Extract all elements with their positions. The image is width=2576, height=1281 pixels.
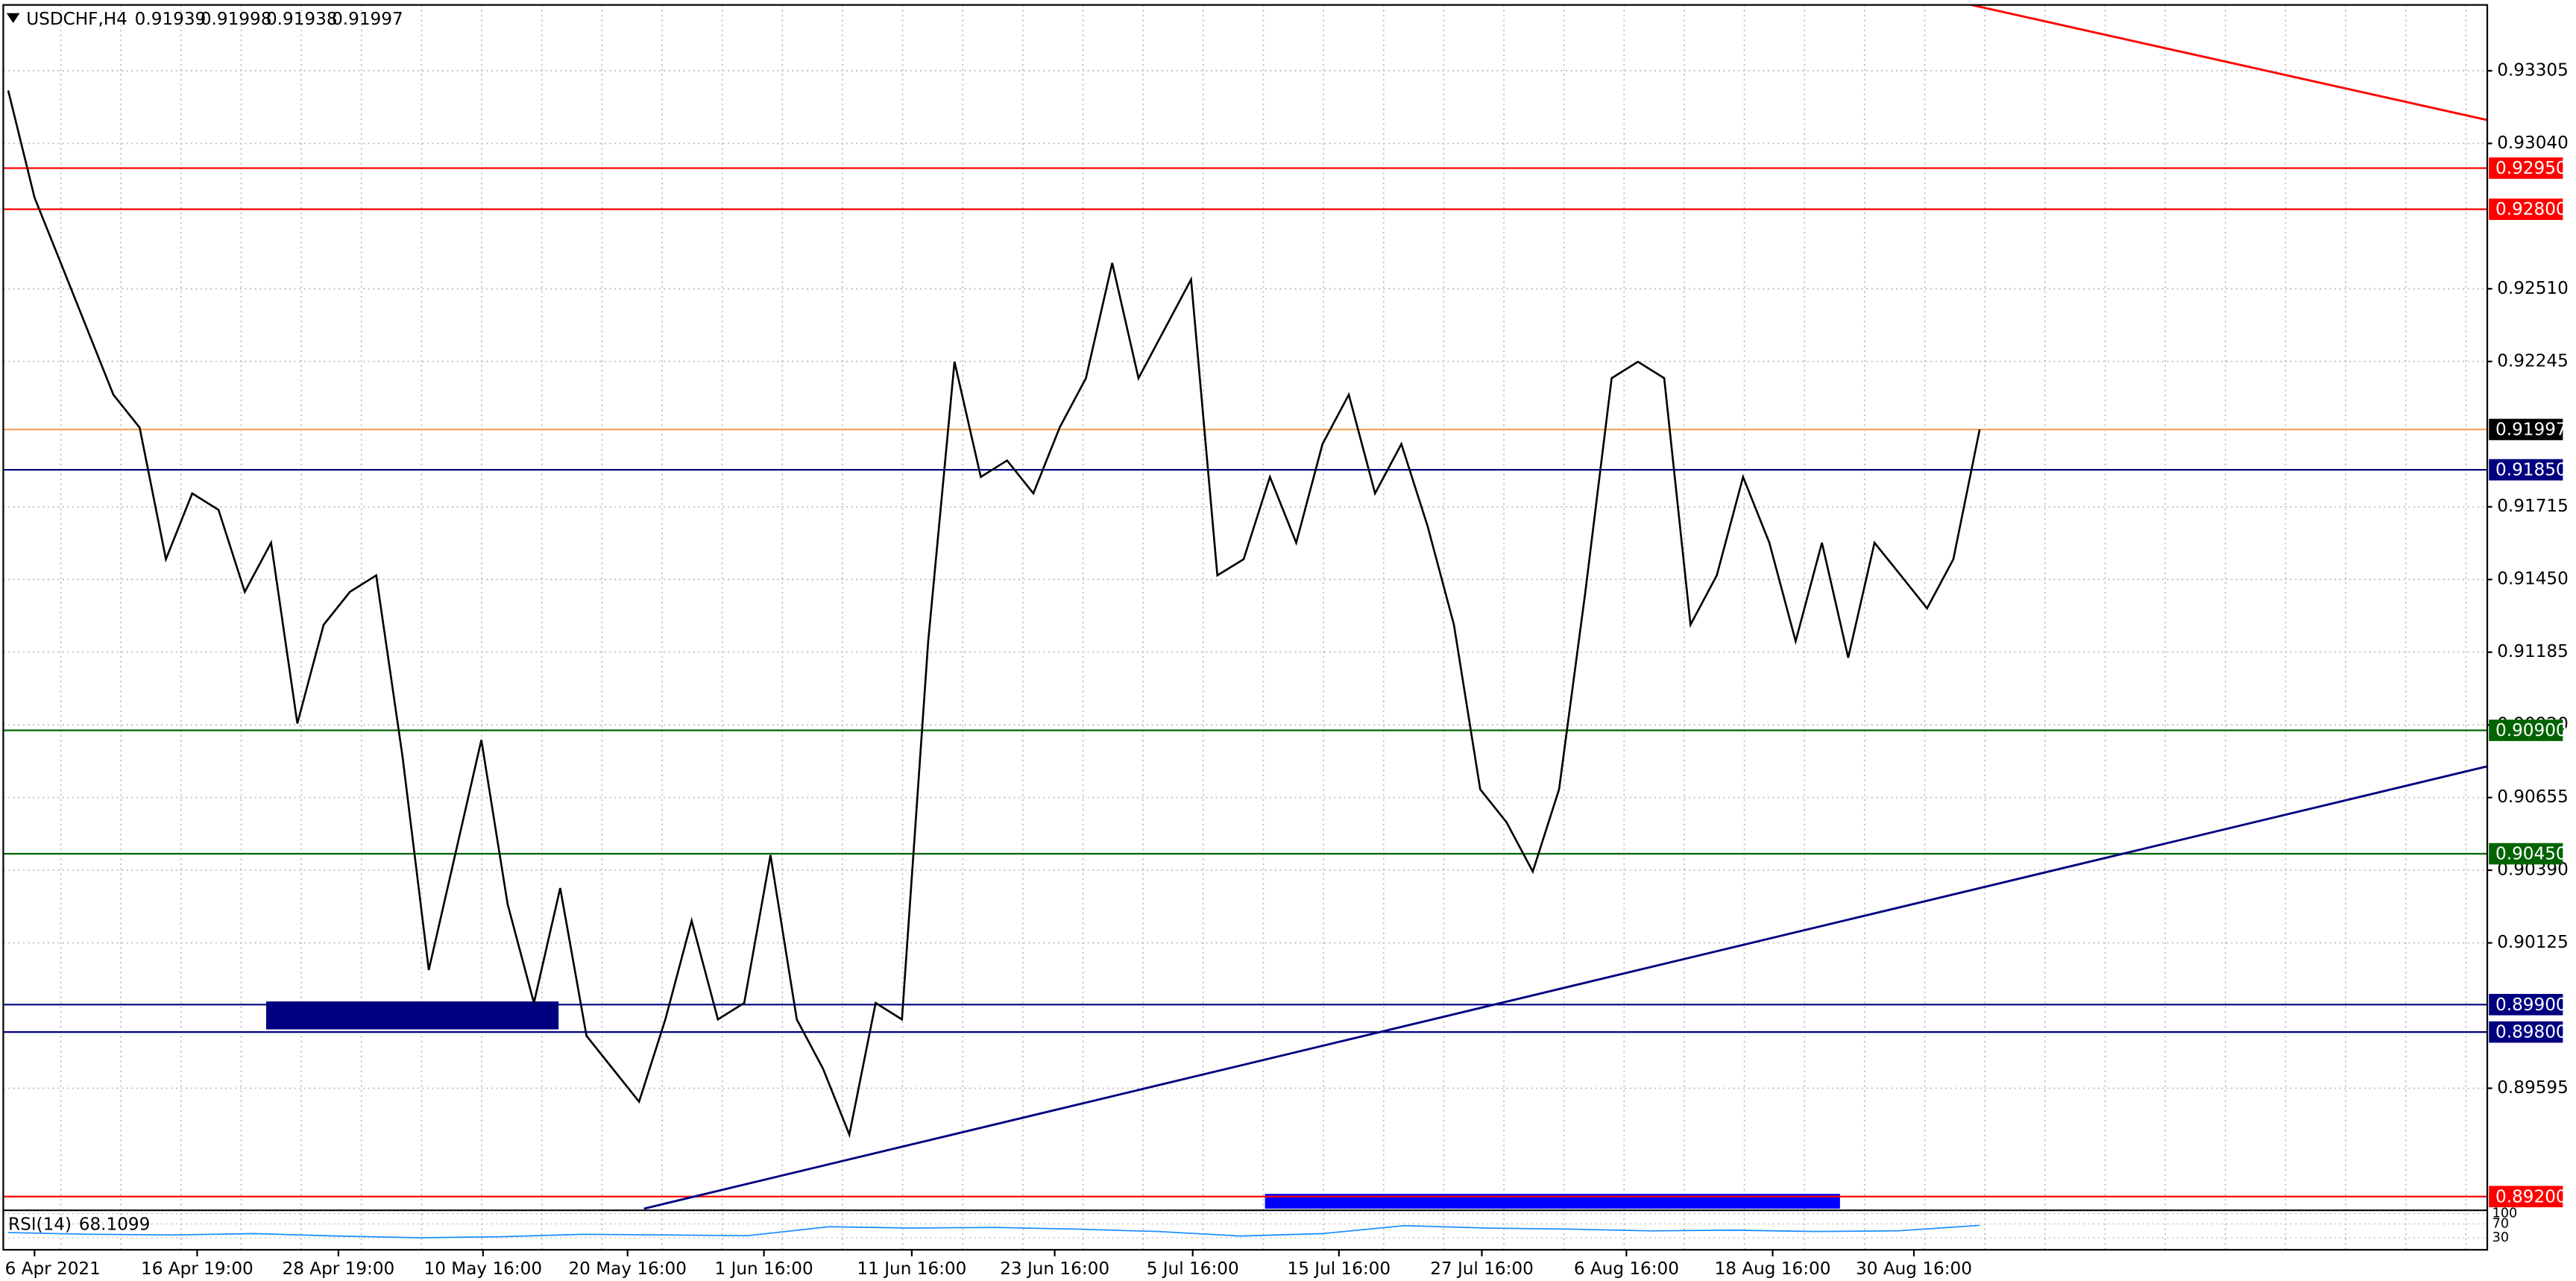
- x-tick-label: 6 Apr 2021: [5, 1259, 101, 1279]
- trend-line: [1971, 4, 2488, 122]
- x-tick-label: 16 Apr 19:00: [141, 1259, 253, 1279]
- x-tick-label: 20 May 16:00: [568, 1259, 687, 1279]
- axis-labels: 0.93305 0.93040 0.92510 0.92245 0.91715 0.914…: [5, 60, 2569, 1279]
- level-label: 0.92950: [2495, 159, 2567, 178]
- level-label-bg: [2489, 1186, 2563, 1208]
- plot: [7, 90, 1981, 1238]
- level-label: 0.89900: [2495, 995, 2567, 1015]
- x-tick-label: 27 Jul 16:00: [1430, 1259, 1534, 1279]
- level-label: 0.91997: [2495, 421, 2567, 440]
- y-tick-label: 0.91715: [2497, 497, 2569, 516]
- y-tick-label: 0.92245: [2497, 351, 2569, 371]
- grid: [3, 4, 2488, 1250]
- rsi-tick-label: 100: [2492, 1206, 2518, 1221]
- y-tick-label: 0.89595: [2497, 1078, 2569, 1098]
- x-tick-label: 30 Aug 16:00: [1856, 1259, 1972, 1279]
- y-tick-label: 0.90125: [2497, 933, 2569, 952]
- quote: 0.91997: [332, 10, 403, 29]
- level-label-bg: [2489, 843, 2563, 865]
- x-tick-label: 28 Apr 19:00: [283, 1259, 395, 1279]
- quote: 0.91939: [135, 10, 207, 29]
- level-label: 0.92800: [2495, 200, 2567, 219]
- x-tick-label: 15 Jul 16:00: [1288, 1259, 1391, 1279]
- x-tick-label: 18 Aug 16:00: [1715, 1259, 1831, 1279]
- price-line: [7, 90, 1981, 1139]
- level-label-bg: [2489, 418, 2563, 441]
- rsi-tick-label: 70: [2492, 1216, 2509, 1231]
- level-label-bg: [2489, 720, 2563, 741]
- rsi-line: [7, 1224, 1980, 1238]
- zone: [265, 1001, 559, 1030]
- x-tick-label: 10 May 16:00: [424, 1259, 543, 1279]
- y-tick-label: 0.91185: [2497, 642, 2569, 661]
- levels: [3, 167, 2488, 1197]
- zone: [1265, 1194, 1840, 1209]
- level-label: 0.91850: [2495, 461, 2567, 480]
- y-tick-label: 0.92510: [2497, 279, 2569, 298]
- rsi-tick-label: 30: [2492, 1230, 2509, 1245]
- y-tick-label: 0.91450: [2497, 570, 2569, 589]
- level-label-bg: [2489, 459, 2563, 481]
- x-tick-label: 1 Jun 16:00: [715, 1259, 813, 1279]
- rsi-value: 68.1099: [79, 1215, 151, 1235]
- level-label: 0.90450: [2495, 845, 2567, 864]
- level-label-bg: [2489, 993, 2563, 1016]
- level-label: 0.90900: [2495, 721, 2567, 740]
- trend-line: [643, 765, 2488, 1210]
- level-label-bg: [2489, 1021, 2563, 1043]
- x-tick-label: 11 Jun 16:00: [857, 1259, 966, 1279]
- x-tick-label: 5 Jul 16:00: [1147, 1259, 1239, 1279]
- y-tick-label: 0.93040: [2497, 133, 2569, 153]
- level-label-bg: [2489, 198, 2563, 220]
- frame: [2, 4, 2489, 1251]
- symbol: USDCHF,H4: [26, 10, 127, 29]
- level-label: 0.89200: [2495, 1187, 2567, 1206]
- x-tick-label: 6 Aug 16:00: [1574, 1259, 1679, 1279]
- level-label-bg: [2489, 157, 2563, 179]
- y-tick-label: 0.90655: [2497, 787, 2569, 807]
- quote: 0.91938: [266, 10, 338, 29]
- menu-icon[interactable]: [6, 13, 20, 23]
- level-label: 0.89800: [2495, 1023, 2567, 1042]
- y-tick-label: 0.93305: [2497, 60, 2569, 80]
- x-tick-label: 23 Jun 16:00: [1000, 1259, 1109, 1279]
- quote: 0.91998: [201, 10, 272, 29]
- rsi-label: RSI(14): [8, 1215, 72, 1235]
